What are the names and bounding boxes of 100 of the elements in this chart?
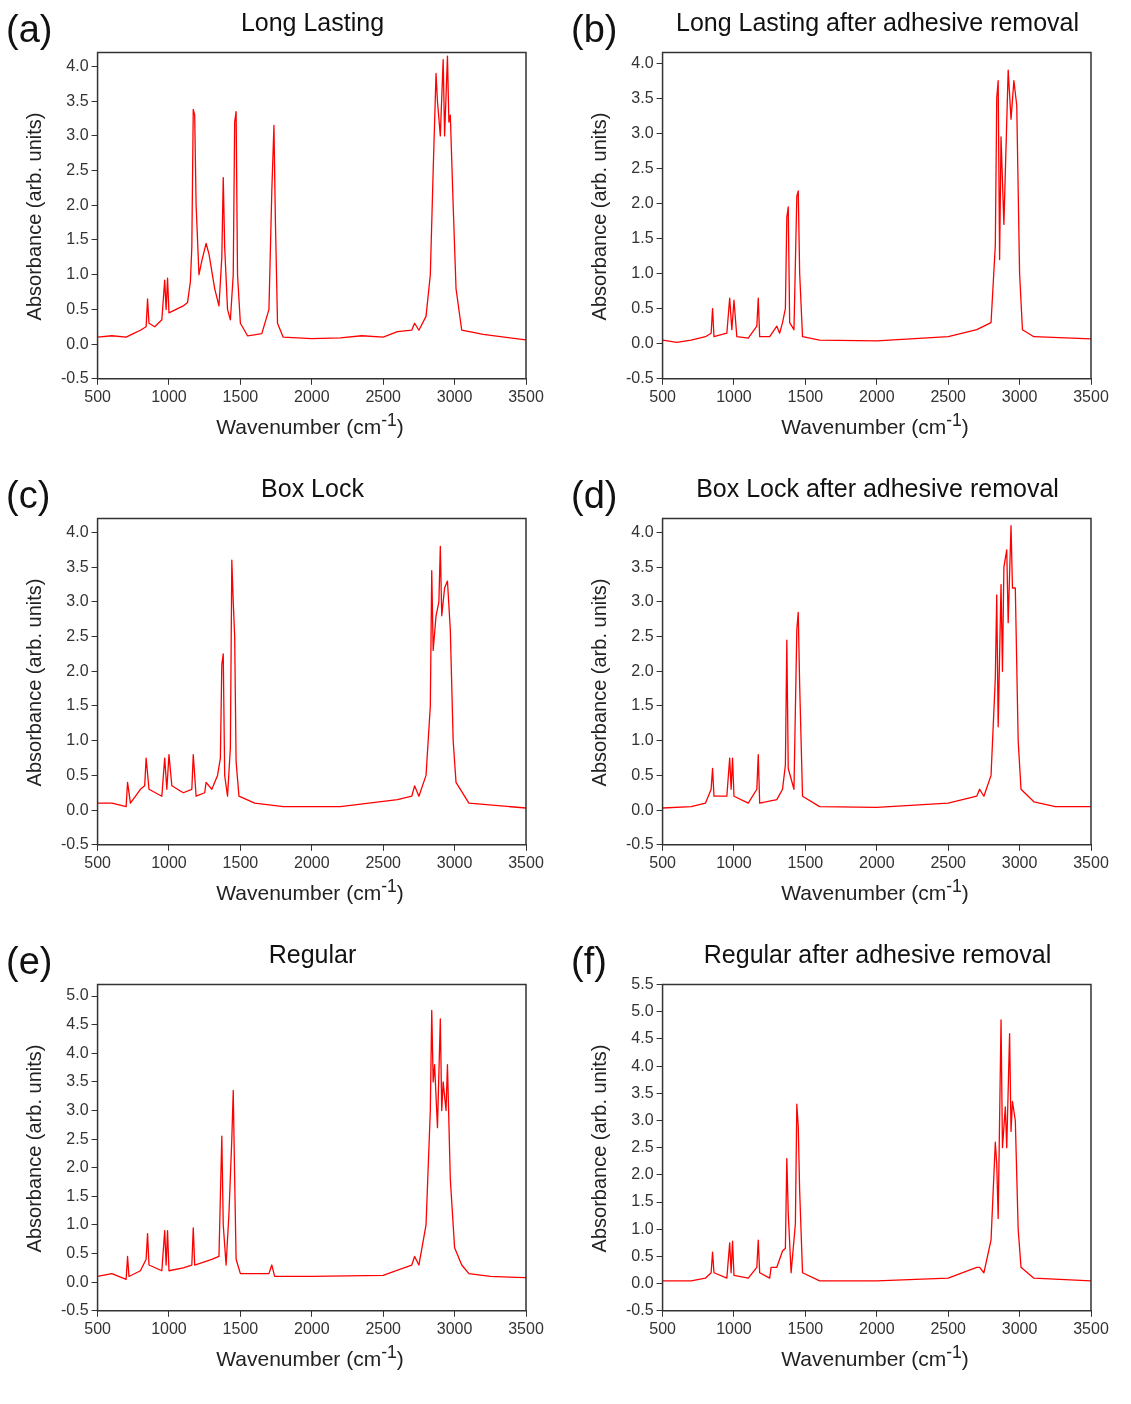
y-tick-label: 4.0 xyxy=(631,53,654,71)
x-tick-label: 2000 xyxy=(293,387,330,405)
x-tick-label: 3000 xyxy=(436,387,473,405)
chart-title: Long Lasting xyxy=(239,8,386,37)
y-tick-label: 4.5 xyxy=(631,1029,654,1047)
y-tick-label: 2.5 xyxy=(66,1129,89,1147)
y-tick-label: 2.0 xyxy=(66,195,89,213)
x-tick-label: 1000 xyxy=(716,1319,752,1337)
y-tick-label: 2.0 xyxy=(631,1165,654,1183)
x-tick-label: 500 xyxy=(649,853,677,871)
chart-title: Box Lock after adhesive removal xyxy=(695,474,1060,503)
y-tick-label: 4.5 xyxy=(66,1015,89,1033)
y-tick-label: 2.5 xyxy=(66,160,89,178)
x-tick-label: 3000 xyxy=(1001,387,1038,405)
x-tick-label: 1500 xyxy=(787,387,824,405)
y-tick-label: 3.0 xyxy=(631,1110,654,1128)
y-tick-label: -0.5 xyxy=(60,835,89,853)
y-tick-label: 0.0 xyxy=(66,334,89,352)
x-tick-label: 3500 xyxy=(508,387,544,405)
y-tick-label: 3.0 xyxy=(66,126,89,144)
chart-title: Box Lock xyxy=(260,474,365,503)
y-tick-label: 0.5 xyxy=(66,299,89,317)
x-tick-label: 500 xyxy=(649,1319,677,1337)
y-tick-label: 1.5 xyxy=(631,1192,654,1210)
y-tick-label: 0.0 xyxy=(66,800,89,818)
y-tick-label: 1.0 xyxy=(631,731,654,749)
y-tick-label: 1.5 xyxy=(631,696,654,714)
x-axis-title: Wavenumber (cm$^{-1}$) xyxy=(780,1342,970,1371)
x-tick-label: 2500 xyxy=(365,1319,402,1337)
y-tick-label: 2.5 xyxy=(631,158,654,176)
x-tick-label: 1000 xyxy=(716,387,752,405)
y-tick-label: 1.0 xyxy=(66,1215,89,1233)
x-tick-label: 1500 xyxy=(222,1319,259,1337)
y-axis-title: Absorbance (arb. units) xyxy=(22,577,46,789)
x-tick-label: 2000 xyxy=(858,1319,895,1337)
y-tick-label: 1.0 xyxy=(631,1219,654,1237)
y-tick-label: 4.0 xyxy=(631,1056,654,1074)
text: (d) xyxy=(571,474,618,517)
y-tick-label: -0.5 xyxy=(625,369,654,387)
y-tick-label: -0.5 xyxy=(60,1301,89,1319)
x-tick-label: 3000 xyxy=(1001,1319,1038,1337)
x-tick-label: 2500 xyxy=(365,853,402,871)
y-axis-title: Absorbance (arb. units) xyxy=(22,111,46,323)
text: (a) xyxy=(6,8,53,51)
x-tick-label: 3500 xyxy=(1073,853,1109,871)
x-tick-label: 3500 xyxy=(508,1319,544,1337)
y-tick-label: 2.0 xyxy=(66,661,89,679)
y-tick-label: 4.0 xyxy=(66,522,89,540)
y-tick-label: 0.0 xyxy=(631,1274,654,1292)
x-axis-title: Wavenumber (cm$^{-1}$) xyxy=(215,410,405,439)
x-tick-label: 3500 xyxy=(1073,1319,1109,1337)
y-tick-label: 1.5 xyxy=(66,1186,89,1204)
x-tick-label: 3000 xyxy=(436,1319,473,1337)
y-tick-label: 5.0 xyxy=(66,986,89,1004)
y-axis-title: Absorbance (arb. units) xyxy=(587,1043,611,1255)
y-tick-label: 2.0 xyxy=(66,1158,89,1176)
x-axis-title: Wavenumber (cm$^{-1}$) xyxy=(215,1342,405,1371)
y-tick-label: 1.5 xyxy=(66,230,89,248)
y-tick-label: 3.5 xyxy=(631,88,654,106)
x-tick-label: 1500 xyxy=(787,853,824,871)
x-tick-label: 2000 xyxy=(858,853,895,871)
x-tick-label: 1000 xyxy=(151,1319,187,1337)
y-tick-label: 0.5 xyxy=(631,1246,654,1264)
x-tick-label: 2000 xyxy=(293,1319,330,1337)
y-tick-label: 0.5 xyxy=(66,765,89,783)
y-tick-label: 0.0 xyxy=(631,800,654,818)
y-tick-label: 1.5 xyxy=(66,696,89,714)
x-tick-label: 2500 xyxy=(930,387,967,405)
y-tick-label: 2.0 xyxy=(631,661,654,679)
y-tick-label: 0.5 xyxy=(66,1243,89,1261)
text: (c) xyxy=(6,474,51,517)
y-tick-label: 0.0 xyxy=(66,1272,89,1290)
x-tick-label: 1000 xyxy=(151,387,187,405)
y-tick-label: 3.0 xyxy=(66,1100,89,1118)
x-tick-label: 3500 xyxy=(508,853,544,871)
y-tick-label: 5.0 xyxy=(631,1002,654,1020)
x-tick-label: 1500 xyxy=(222,853,259,871)
y-tick-label: 1.0 xyxy=(631,263,654,281)
y-tick-label: 2.5 xyxy=(631,1138,654,1156)
y-tick-label: 4.0 xyxy=(631,522,654,540)
x-tick-label: 3000 xyxy=(1001,853,1038,871)
y-axis-title: Absorbance (arb. units) xyxy=(587,111,611,323)
y-tick-label: 0.0 xyxy=(631,334,654,352)
text: (f) xyxy=(571,940,607,983)
x-tick-label: 1000 xyxy=(716,853,752,871)
chart-title: Regular xyxy=(267,940,358,969)
x-tick-label: 2500 xyxy=(930,853,967,871)
x-tick-label: 1000 xyxy=(151,853,187,871)
y-tick-label: 3.0 xyxy=(631,592,654,610)
x-tick-label: 500 xyxy=(84,853,112,871)
y-axis-title: Absorbance (arb. units) xyxy=(587,577,611,789)
x-tick-label: 1500 xyxy=(787,1319,824,1337)
x-axis-title: Wavenumber (cm$^{-1}$) xyxy=(780,410,970,439)
y-tick-label: 5.5 xyxy=(631,975,654,993)
y-tick-label: -0.5 xyxy=(625,835,654,853)
y-tick-label: 4.0 xyxy=(66,56,89,74)
y-tick-label: 2.0 xyxy=(631,193,654,211)
chart-title: Long Lasting after adhesive removal xyxy=(675,8,1080,37)
y-tick-label: 3.5 xyxy=(66,1072,89,1090)
y-tick-label: 1.0 xyxy=(66,731,89,749)
